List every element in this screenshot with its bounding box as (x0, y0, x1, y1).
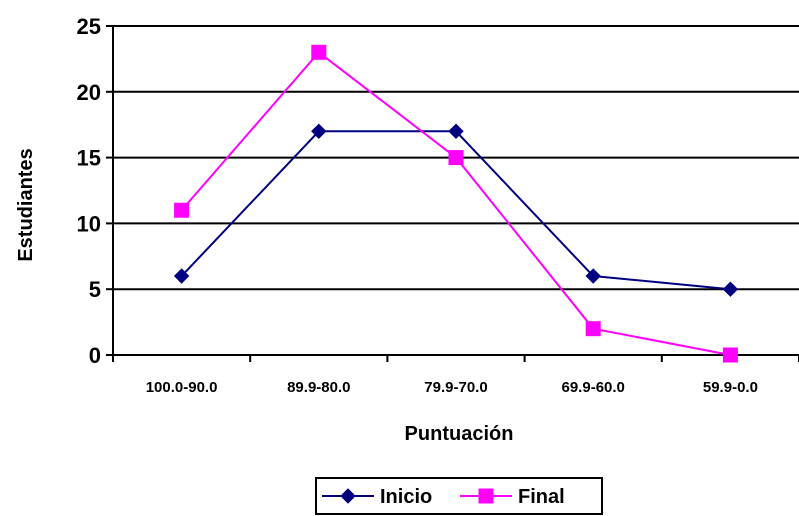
y-tick-label: 15 (77, 146, 101, 171)
data-point (722, 281, 739, 297)
series-line (180, 50, 731, 356)
data-point (722, 347, 738, 363)
data-point (174, 202, 190, 218)
legend-marker-final (478, 488, 494, 504)
series-inicio (173, 123, 739, 297)
legend-label-final: Final (518, 486, 565, 508)
y-tick-label: 0 (89, 343, 101, 368)
data-point (585, 321, 601, 337)
series-lines (173, 44, 739, 363)
x-tick-label: 79.9-70.0 (424, 379, 487, 396)
y-axis-title: Estudiantes (15, 148, 37, 261)
axes (112, 26, 799, 362)
legend-marker-inicio (340, 488, 356, 504)
data-point (173, 268, 190, 284)
legend: Inicio Final (315, 477, 603, 515)
x-axis-ticks: 100.0-90.0 89.9-80.0 79.9-70.0 69.9-60.0 59.… (112, 355, 799, 396)
x-axis-title: Puntuación (405, 423, 514, 445)
y-tick-label: 25 (77, 14, 101, 39)
x-tick-label: 100.0-90.0 (146, 379, 218, 396)
legend-label-inicio: Inicio (380, 486, 432, 508)
series-final (174, 44, 738, 363)
data-point (311, 123, 327, 139)
x-tick-label: 59.9-0.0 (703, 379, 758, 396)
y-tick-label: 10 (77, 211, 101, 236)
data-point (311, 44, 327, 60)
x-tick-label: 89.9-80.0 (287, 379, 350, 396)
y-axis-ticks: 0 5 10 15 20 25 (77, 14, 113, 368)
data-point (448, 123, 464, 139)
data-point (448, 150, 464, 166)
data-point (585, 268, 601, 284)
y-tick-label: 20 (77, 80, 101, 105)
x-tick-label: 69.9-60.0 (562, 379, 625, 396)
y-tick-label: 5 (89, 277, 101, 302)
